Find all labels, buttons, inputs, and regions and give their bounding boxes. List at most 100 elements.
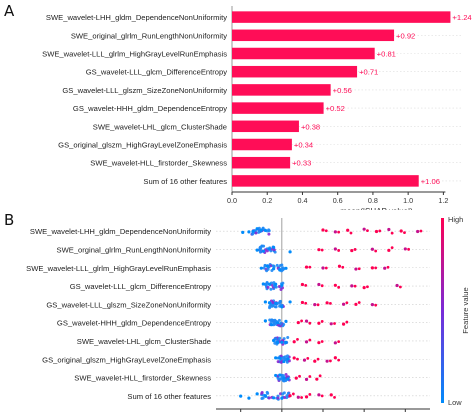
shap-point-low: [263, 394, 267, 398]
colorbar-low-label: Low: [448, 398, 462, 407]
shap-point: [271, 304, 275, 308]
shap-point: [267, 396, 271, 400]
shap-point-high: [337, 358, 341, 362]
shap-point-high: [362, 286, 366, 290]
shap-point-low: [286, 377, 290, 381]
shap-point-high: [329, 322, 333, 326]
shap-point-high: [366, 229, 369, 232]
shap-point-high: [296, 395, 300, 399]
shap-point-high: [321, 266, 325, 270]
shap-point-high: [294, 376, 298, 380]
shap-point: [282, 391, 286, 395]
beeswarm-chart-shap: SWE_wavelet-LHH_gldm_DependenceNonUnifor…: [26, 215, 470, 415]
shap-point-low: [241, 230, 245, 234]
shap-point-high: [306, 356, 310, 360]
shap-point-high: [315, 377, 319, 381]
shap-point-high: [296, 320, 300, 325]
shap-point-high: [337, 264, 342, 268]
shap-point-high: [318, 374, 322, 378]
shap-point-low: [272, 267, 276, 271]
shap-point: [269, 287, 273, 291]
shap-point-high: [296, 357, 299, 361]
shap-point-high: [350, 284, 354, 288]
shap-point-low: [282, 376, 286, 380]
shap-point: [268, 306, 272, 310]
shap-point-high: [300, 396, 303, 399]
shap-point: [286, 335, 290, 339]
shap-point-high: [333, 230, 337, 234]
shap-point-low: [267, 282, 272, 286]
shap-point-high: [362, 227, 366, 231]
shap-point-high: [357, 267, 361, 271]
shap-point: [281, 379, 285, 383]
x-tick-label: 0.2: [262, 196, 272, 205]
shap-point-high: [320, 394, 324, 398]
shap-point-high: [292, 340, 296, 344]
colorbar-label: Feature value: [461, 287, 470, 333]
category-label: SWE_wavelet-LHH_gldm_DependenceNonUnifor…: [46, 13, 227, 22]
category-label: GS_wavelet-HHH_gldm_DependenceEntropy: [73, 104, 227, 113]
shap-point-high: [337, 340, 341, 344]
value-label: +0.33: [292, 159, 311, 168]
bar: [232, 11, 451, 23]
shap-point-high: [370, 266, 374, 270]
shap-point: [276, 360, 280, 364]
panel-label-b: B: [4, 211, 15, 229]
shap-point-high: [329, 301, 332, 305]
category-label: SWE_wavelet-LHL_glcm_ClusterShade: [93, 122, 227, 131]
shap-point-high: [398, 285, 402, 289]
shap-point: [283, 396, 287, 400]
shap-point-low: [280, 396, 284, 400]
category-label: SWE_wavelet-LLL_glrlm_HighGrayLevelRunEm…: [26, 264, 211, 273]
shap-point-high: [349, 231, 353, 235]
shap-point: [277, 377, 281, 381]
shap-point-high: [320, 340, 324, 343]
shap-point-low: [261, 282, 265, 286]
x-tick-label: 1: [321, 413, 325, 415]
shap-point: [272, 248, 276, 252]
shap-point-high: [298, 374, 301, 378]
shap-point: [280, 263, 284, 267]
shap-point: [254, 231, 258, 235]
value-label: +0.52: [326, 104, 345, 113]
category-label: SWE_wavelet-LLL_glrlm_HighGrayLevelRunEm…: [42, 50, 227, 59]
shap-point-high: [317, 393, 321, 397]
shap-point-low: [274, 282, 278, 286]
category-label: GS_original_glszm_HighGrayLevelZoneEmpha…: [42, 355, 211, 364]
shap-point-high: [387, 227, 391, 232]
shap-point-low: [280, 283, 284, 287]
shap-point-high: [337, 230, 341, 234]
shap-point-high: [304, 301, 308, 305]
value-label: +0.56: [333, 86, 352, 95]
shap-point-high: [341, 265, 345, 269]
x-tick-label: 0.6: [333, 196, 343, 205]
shap-point-low: [272, 338, 276, 343]
shap-point-high: [329, 359, 332, 363]
shap-point: [250, 232, 254, 236]
shap-point-low: [255, 227, 259, 231]
shap-point-high: [308, 375, 312, 378]
category-label: GS_wavelet-LLL_glcm_DifferenceEntropy: [70, 282, 211, 291]
value-label: +0.92: [396, 31, 415, 40]
shap-point-low: [267, 247, 272, 251]
category-label: GS_wavelet-LLL_glszm_SizeZoneNonUniformi…: [46, 300, 211, 309]
shap-point: [267, 232, 271, 236]
shap-point-high: [374, 266, 378, 270]
shap-point: [276, 396, 280, 400]
shap-point-high: [304, 319, 309, 323]
shap-point-high: [324, 229, 328, 233]
category-label: GS_wavelet-LLL_glszm_SizeZoneNonUniformi…: [62, 86, 227, 95]
category-label: SWE_wavelet-HLL_firstorder_Skewness: [74, 374, 211, 383]
bar: [232, 102, 324, 114]
shap-point-high: [308, 265, 312, 269]
shap-point-high: [378, 229, 382, 233]
category-label: Sum of 16 other features: [127, 392, 211, 401]
shap-point-high: [374, 303, 378, 307]
shap-point-low: [274, 356, 278, 360]
shap-point-low: [280, 340, 284, 344]
category-label: SWE_original_glrlm_RunLengthNonUniformit…: [71, 31, 227, 40]
shap-point: [276, 301, 280, 305]
shap-point-high: [345, 320, 349, 324]
category-label: SWE_wavelet-LHL_glcm_ClusterShade: [77, 337, 211, 346]
shap-point-high: [350, 248, 354, 253]
